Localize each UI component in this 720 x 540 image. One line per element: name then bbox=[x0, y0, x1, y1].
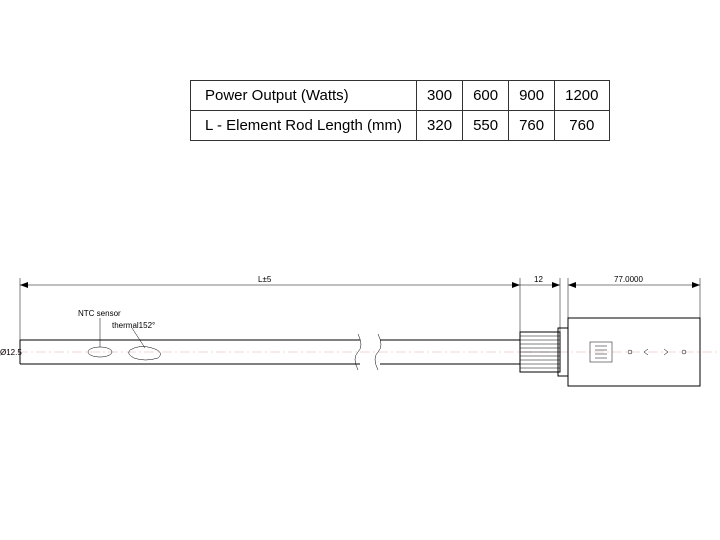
length-val-3: 760 bbox=[555, 111, 609, 141]
length-val-2: 760 bbox=[509, 111, 555, 141]
spec-table: Power Output (Watts) 300 600 900 1200 L … bbox=[190, 80, 610, 141]
thermal-label: thermal152° bbox=[112, 321, 155, 330]
table-row: Power Output (Watts) 300 600 900 1200 bbox=[191, 81, 610, 111]
power-val-1: 600 bbox=[463, 81, 509, 111]
length-val-0: 320 bbox=[417, 111, 463, 141]
diameter-label: Ø12.5 bbox=[0, 348, 22, 357]
length-dim-label: L±5 bbox=[258, 275, 272, 284]
power-label: Power Output (Watts) bbox=[191, 81, 417, 111]
power-val-2: 900 bbox=[509, 81, 555, 111]
power-val-3: 1200 bbox=[555, 81, 609, 111]
power-val-0: 300 bbox=[417, 81, 463, 111]
ntc-sensor-label: NTC sensor bbox=[78, 309, 121, 318]
head-dim-label: 77.0000 bbox=[614, 275, 643, 284]
length-val-1: 550 bbox=[463, 111, 509, 141]
technical-drawing: Ø12.5 NTC sensor thermal152° L±5 bbox=[0, 240, 720, 440]
thread-dim-label: 12 bbox=[534, 275, 543, 284]
table-row: L - Element Rod Length (mm) 320 550 760 … bbox=[191, 111, 610, 141]
length-label: L - Element Rod Length (mm) bbox=[191, 111, 417, 141]
